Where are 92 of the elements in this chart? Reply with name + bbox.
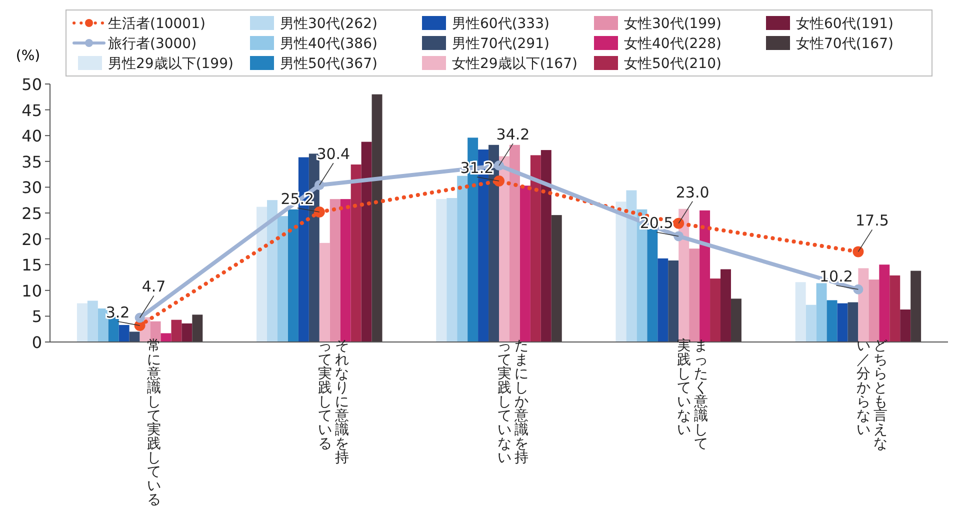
data-label: 4.7 bbox=[142, 278, 166, 296]
point bbox=[852, 246, 864, 258]
bar bbox=[816, 283, 827, 342]
bar bbox=[361, 142, 372, 342]
y-axis-title: (%) bbox=[16, 48, 40, 64]
bar bbox=[795, 282, 806, 342]
point bbox=[314, 206, 325, 218]
legend-label: 男性30代(262) bbox=[280, 16, 378, 32]
y-tick-label: 10 bbox=[22, 281, 42, 300]
y-tick-label: 30 bbox=[22, 178, 42, 198]
data-label: 30.4 bbox=[316, 145, 350, 164]
legend-label: 男性29歳以下(199) bbox=[108, 56, 234, 72]
x-tick-label: まったく意識して実践していない bbox=[677, 338, 708, 452]
bar bbox=[837, 303, 848, 342]
legend-label: 旅行者(3000) bbox=[108, 36, 197, 52]
bar bbox=[658, 258, 668, 342]
y-tick-label: 40 bbox=[22, 126, 42, 146]
bar bbox=[858, 268, 869, 342]
data-label: 17.5 bbox=[855, 212, 889, 230]
bar bbox=[668, 260, 679, 342]
data-label: 23.0 bbox=[676, 183, 710, 202]
bar bbox=[340, 199, 351, 342]
point bbox=[494, 160, 504, 171]
y-tick-label: 50 bbox=[22, 75, 42, 94]
bar bbox=[499, 156, 510, 342]
legend-label: 女性70代(167) bbox=[796, 36, 894, 52]
bar bbox=[848, 302, 858, 342]
bar bbox=[277, 216, 288, 342]
bar bbox=[288, 209, 298, 342]
y-tick-label: 35 bbox=[22, 152, 42, 172]
bar bbox=[446, 198, 458, 342]
bar bbox=[160, 333, 172, 342]
bar bbox=[551, 215, 562, 342]
legend-label: 女性30代(199) bbox=[624, 16, 722, 32]
bar bbox=[129, 332, 140, 342]
bar bbox=[436, 199, 447, 342]
x-tick-label: どちらとも言えない／分からない bbox=[856, 338, 888, 452]
point bbox=[494, 176, 504, 187]
x-tick-label: たまにしか意識を持って実践していない bbox=[498, 338, 528, 466]
bar bbox=[98, 308, 108, 342]
point bbox=[674, 231, 684, 242]
data-label: 10.2 bbox=[819, 267, 853, 286]
bar bbox=[457, 176, 468, 342]
y-tick-label: 25 bbox=[22, 204, 42, 223]
legend-label: 女性50代(210) bbox=[624, 56, 722, 72]
bar bbox=[890, 275, 900, 342]
x-tick-label: それなりに意識を持って実践している bbox=[318, 338, 349, 466]
y-tick-label: 5 bbox=[32, 307, 42, 326]
bar bbox=[319, 242, 330, 342]
legend-label: 男性60代(333) bbox=[452, 16, 550, 32]
bar bbox=[118, 324, 130, 342]
bar bbox=[730, 298, 742, 342]
bar bbox=[256, 206, 268, 342]
bar bbox=[87, 300, 98, 342]
y-tick-label: 15 bbox=[22, 256, 42, 275]
bar bbox=[826, 300, 838, 342]
data-label: 20.5 bbox=[640, 214, 674, 232]
data-label: 34.2 bbox=[496, 126, 530, 144]
point bbox=[314, 180, 324, 190]
bar bbox=[267, 200, 278, 342]
bar bbox=[76, 303, 88, 342]
point bbox=[134, 312, 145, 323]
bar bbox=[900, 309, 911, 342]
legend-label: 女性40代(228) bbox=[624, 36, 722, 52]
x-tick-label: 常に意識して実践している bbox=[146, 338, 161, 508]
bar bbox=[192, 314, 203, 342]
bar bbox=[910, 270, 922, 342]
point bbox=[853, 284, 864, 294]
legend-label: 男性40代(386) bbox=[280, 36, 378, 52]
bar bbox=[330, 199, 340, 342]
bar bbox=[171, 320, 182, 342]
y-tick-label: 45 bbox=[22, 100, 42, 120]
bar bbox=[626, 190, 637, 342]
bar bbox=[372, 94, 382, 342]
bar bbox=[720, 269, 731, 342]
bar bbox=[710, 278, 721, 342]
y-tick-label: 20 bbox=[22, 230, 42, 249]
bar bbox=[530, 155, 541, 342]
legend-label: 男性70代(291) bbox=[452, 36, 550, 52]
bar bbox=[616, 202, 626, 342]
data-label: 3.2 bbox=[106, 303, 130, 322]
bar bbox=[540, 150, 552, 342]
legend-label: 女性29歳以下(167) bbox=[452, 56, 578, 72]
bar bbox=[647, 228, 658, 342]
bar bbox=[350, 164, 362, 342]
point bbox=[673, 218, 684, 229]
legend-label: 生活者(10001) bbox=[108, 16, 206, 32]
bar bbox=[182, 323, 192, 342]
y-tick-label: 0 bbox=[32, 333, 42, 352]
legend-label: 男性50代(367) bbox=[280, 56, 378, 72]
bar bbox=[806, 304, 816, 342]
legend-label: 女性60代(191) bbox=[796, 16, 894, 32]
